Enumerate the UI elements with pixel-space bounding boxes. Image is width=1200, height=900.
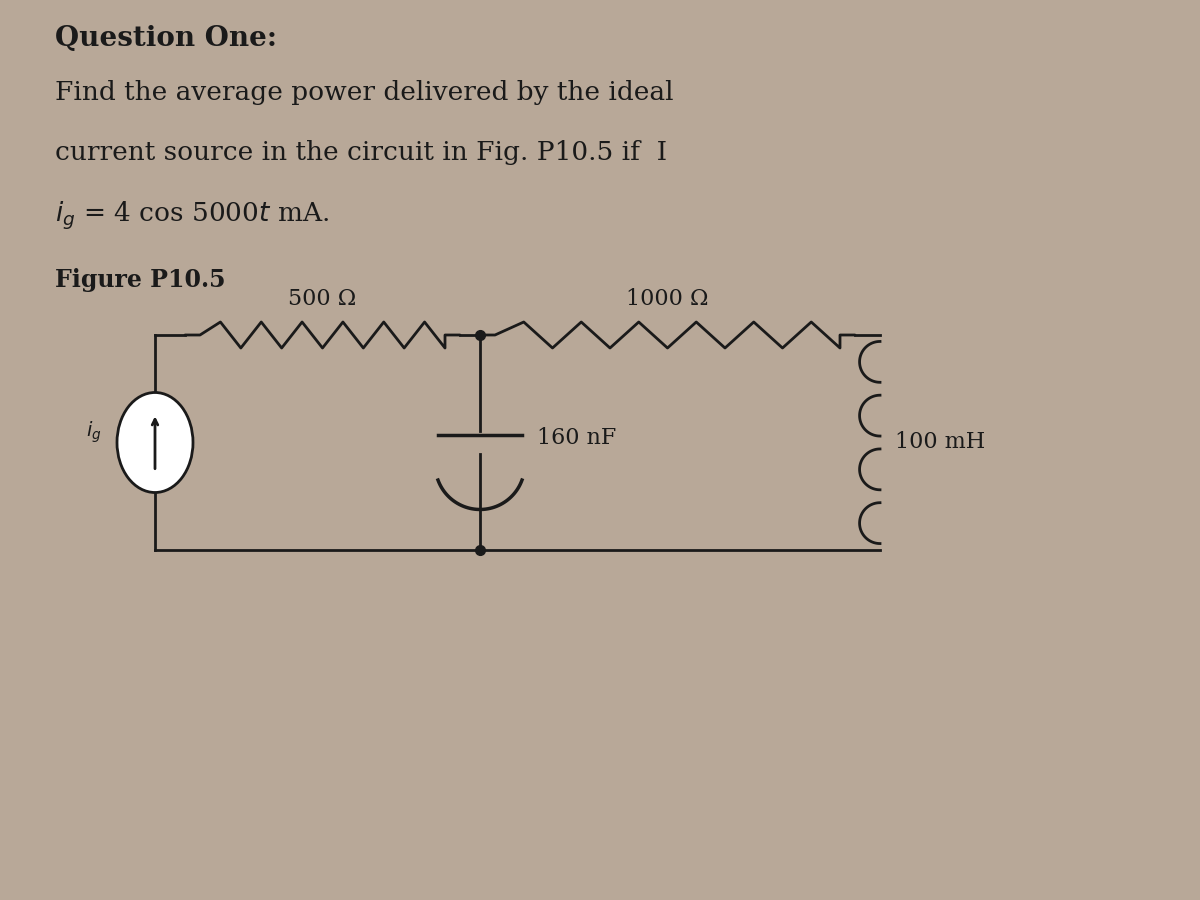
Text: 500 Ω: 500 Ω (288, 288, 356, 310)
Text: 100 mH: 100 mH (895, 431, 985, 454)
Text: Question One:: Question One: (55, 25, 277, 52)
Ellipse shape (118, 392, 193, 492)
Text: $i_g$ = 4 cos 5000$t$ mA.: $i_g$ = 4 cos 5000$t$ mA. (55, 200, 329, 232)
Text: current source in the circuit in Fig. P10.5 if  I: current source in the circuit in Fig. P1… (55, 140, 667, 165)
Text: $i_g$: $i_g$ (86, 419, 102, 446)
Text: Figure P10.5: Figure P10.5 (55, 268, 226, 292)
Text: 160 nF: 160 nF (538, 427, 617, 448)
Text: Find the average power delivered by the ideal: Find the average power delivered by the … (55, 80, 673, 105)
Text: 1000 Ω: 1000 Ω (626, 288, 709, 310)
